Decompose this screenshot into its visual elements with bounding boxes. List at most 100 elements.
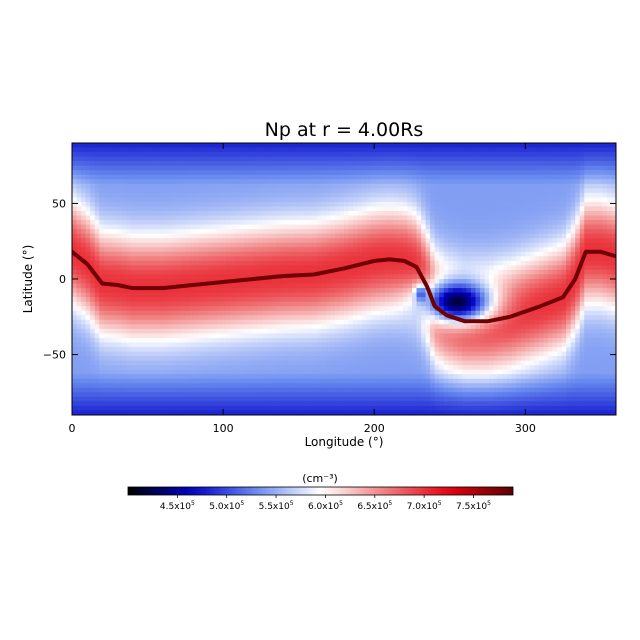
- heatmap-cell: [130, 211, 137, 217]
- heatmap-cell: [339, 170, 345, 176]
- heatmap-cell: [584, 170, 590, 176]
- heatmap-cell: [480, 152, 486, 158]
- heatmap-cell: [498, 174, 504, 180]
- heatmap-cell: [384, 224, 390, 230]
- heatmap-cell: [189, 174, 195, 180]
- heatmap-cell: [593, 197, 599, 203]
- heatmap-cell: [570, 247, 576, 253]
- heatmap-cell: [217, 183, 223, 189]
- heatmap-cell: [321, 224, 327, 230]
- heatmap-cell: [353, 201, 359, 208]
- heatmap-cell: [570, 147, 576, 153]
- heatmap-cell: [316, 229, 322, 235]
- heatmap-cell: [421, 156, 427, 162]
- heatmap-cell: [167, 310, 173, 316]
- heatmap-cell: [407, 256, 413, 262]
- heatmap-cell: [434, 319, 440, 325]
- heatmap-cell: [380, 179, 386, 185]
- heatmap-cell: [72, 233, 78, 239]
- heatmap-cell: [158, 183, 164, 189]
- heatmap-cell: [203, 165, 209, 171]
- heatmap-cell: [480, 179, 486, 185]
- heatmap-cell: [149, 242, 155, 248]
- heatmap-cell: [94, 301, 100, 307]
- heatmap-cell: [461, 192, 467, 198]
- heatmap-cell: [425, 143, 431, 149]
- heatmap-cell: [330, 324, 336, 330]
- heatmap-cell: [520, 220, 526, 226]
- heatmap-cell: [402, 197, 409, 203]
- heatmap-cell: [334, 256, 341, 262]
- heatmap-cell: [466, 274, 472, 280]
- heatmap-cell: [502, 274, 508, 280]
- heatmap-cell: [257, 170, 263, 176]
- heatmap-cell: [493, 306, 499, 312]
- heatmap-cell: [407, 224, 413, 230]
- heatmap-cell: [72, 292, 78, 298]
- heatmap-cell: [389, 224, 395, 230]
- heatmap-cell: [221, 247, 227, 253]
- heatmap-cell: [380, 161, 386, 167]
- heatmap-cell: [167, 260, 173, 266]
- heatmap-cell: [176, 188, 182, 194]
- heatmap-cell: [362, 179, 368, 185]
- heatmap-cell: [271, 256, 277, 262]
- heatmap-cell: [606, 197, 613, 203]
- heatmap-cell: [611, 274, 616, 280]
- heatmap-cell: [244, 192, 250, 198]
- heatmap-cell: [266, 229, 273, 235]
- heatmap-cell: [402, 238, 409, 244]
- heatmap-cell: [529, 211, 535, 217]
- heatmap-cell: [475, 269, 481, 276]
- heatmap-cell: [511, 297, 517, 303]
- heatmap-cell: [235, 292, 241, 298]
- heatmap-cell: [606, 274, 613, 280]
- heatmap-cell: [316, 274, 322, 280]
- heatmap-cell: [552, 229, 558, 235]
- heatmap-cell: [362, 247, 368, 253]
- heatmap-cell: [271, 215, 277, 221]
- heatmap-cell: [325, 147, 331, 153]
- heatmap-cell: [366, 224, 372, 230]
- heatmap-cell: [99, 319, 105, 325]
- heatmap-cell: [294, 229, 300, 235]
- heatmap-cell: [203, 306, 209, 312]
- heatmap-cell: [185, 310, 191, 316]
- heatmap-cell: [94, 279, 100, 285]
- heatmap-cell: [498, 165, 504, 171]
- heatmap-cell: [602, 215, 608, 221]
- heatmap-cell: [303, 152, 309, 158]
- heatmap-cell: [294, 188, 300, 194]
- heatmap-cell: [135, 170, 141, 176]
- heatmap-cell: [439, 319, 445, 325]
- heatmap-cell: [189, 152, 195, 158]
- heatmap-cell: [289, 247, 295, 253]
- heatmap-cell: [235, 269, 241, 276]
- heatmap-cell: [466, 183, 472, 189]
- heatmap-cell: [271, 170, 277, 176]
- heatmap-cell: [552, 279, 558, 285]
- heatmap-cell: [538, 192, 545, 198]
- heatmap-cell: [276, 206, 282, 212]
- heatmap-cell: [235, 251, 241, 257]
- heatmap-cell: [117, 143, 123, 149]
- heatmap-cell: [90, 242, 96, 248]
- heatmap-cell: [76, 174, 82, 180]
- heatmap-cell: [72, 174, 78, 180]
- heatmap-cell: [76, 165, 82, 171]
- heatmap-cell: [307, 233, 313, 239]
- heatmap-cell: [257, 315, 263, 321]
- heatmap-cell: [144, 265, 150, 271]
- heatmap-cell: [81, 233, 87, 239]
- heatmap-cell: [285, 197, 291, 203]
- heatmap-cell: [321, 310, 327, 316]
- heatmap-cell: [484, 165, 490, 171]
- heatmap-cell: [412, 297, 418, 303]
- heatmap-cell: [448, 143, 454, 149]
- heatmap-cell: [253, 301, 259, 307]
- heatmap-cell: [425, 310, 431, 316]
- heatmap-cell: [144, 310, 150, 316]
- heatmap-cell: [516, 251, 522, 257]
- heatmap-cell: [439, 165, 445, 171]
- heatmap-cell: [407, 201, 413, 208]
